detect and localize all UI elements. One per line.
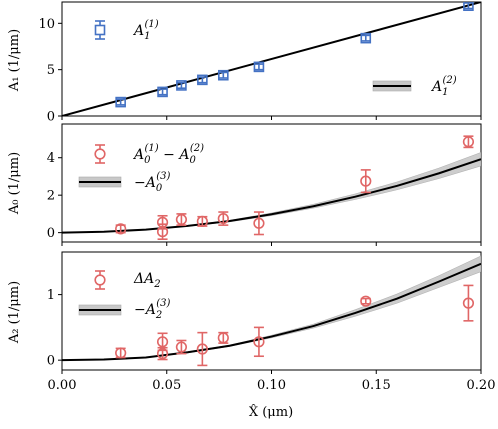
fit-line (62, 262, 481, 362)
fit-line (62, 158, 481, 234)
ytick-label: 10 (38, 17, 55, 32)
ytick-label: 5 (47, 63, 55, 78)
legend-marker (94, 274, 106, 286)
xtick-label: 0.20 (467, 378, 496, 393)
plot-area (62, 2, 481, 116)
data-point (253, 336, 265, 348)
fit-band (62, 152, 481, 233)
legend-top: A1(1) A1(2) (94, 19, 457, 98)
legend-middle-label-b: −A0(3) (134, 171, 170, 194)
ylabel-bottom: A₂ (1/μm) (7, 281, 22, 344)
data-point (115, 223, 127, 235)
panel-bottom: 0 1 0.00 0.05 0.10 0.15 0.20 A₂ (1/μm) X̂ (μm) (7, 251, 496, 420)
legend-middle-marker-b (78, 176, 122, 188)
xtick-label: 0.15 (362, 378, 391, 393)
data-point (253, 217, 265, 229)
data-point (115, 347, 127, 359)
plot-area (62, 135, 481, 240)
ytick-label: 0 (47, 354, 55, 369)
legend-bottom-label-b: −A2(3) (134, 298, 170, 321)
ylabel-middle: A₀ (1/μm) (7, 152, 22, 215)
legend-top-marker-a2 (372, 80, 412, 92)
ytick-label: 2 (47, 189, 55, 204)
data-point (217, 332, 229, 344)
panel-middle: 0 2 4 A₀ (1/μm) (7, 123, 482, 246)
xtick-label: 0.05 (152, 378, 181, 393)
data-point (196, 215, 208, 227)
data-point (218, 69, 229, 81)
data-point (360, 295, 372, 307)
data-point (156, 336, 169, 348)
ytick-label: 0 (47, 110, 55, 125)
data-point (197, 74, 208, 86)
data-point (156, 226, 169, 238)
data-point (196, 343, 208, 355)
plot-area (62, 255, 481, 367)
data-point (360, 32, 372, 44)
data-point (462, 136, 475, 148)
data-point (217, 212, 229, 225)
legend-middle-label-a: A0(1) − A0(2) (132, 143, 204, 166)
legend-top-marker-a1 (94, 20, 106, 40)
xtick-label: 0.00 (48, 378, 77, 393)
xlabel: X̂ (μm) (249, 404, 293, 420)
legend-bottom-label-a: ΔA2 (133, 271, 161, 290)
legend-middle-marker-a (94, 144, 106, 164)
ytick-label: 4 (47, 151, 55, 166)
fit-line (62, 2, 481, 116)
data-point (115, 96, 126, 108)
legend-bottom-marker-a (94, 270, 106, 290)
panel-top: 0 5 10 A₁ (1/μm) (7, 1, 482, 125)
data-point (360, 175, 372, 187)
legend-top-label-a2: A1(2) (430, 75, 457, 98)
legend-bottom-marker-b (78, 304, 122, 316)
legend-bottom: ΔA2 −A2(3) (78, 270, 170, 321)
legend-marker (94, 148, 106, 160)
legend-middle: A0(1) − A0(2) −A0(3) (78, 143, 204, 194)
data-point (175, 341, 188, 353)
ytick-label: 0 (47, 226, 55, 241)
data-point (462, 297, 475, 309)
ylabel-top: A₁ (1/μm) (7, 29, 22, 92)
xtick-label: 0.10 (257, 378, 286, 393)
data-point (176, 80, 187, 91)
data-point (253, 61, 265, 73)
data-point (175, 213, 188, 226)
legend-marker (94, 24, 106, 36)
ytick-label: 1 (47, 288, 55, 303)
fit-band (62, 255, 481, 361)
legend-top-label-a1: A1(1) (132, 19, 159, 42)
data-point (463, 2, 474, 12)
data-point (157, 86, 168, 98)
data-point (156, 348, 169, 360)
